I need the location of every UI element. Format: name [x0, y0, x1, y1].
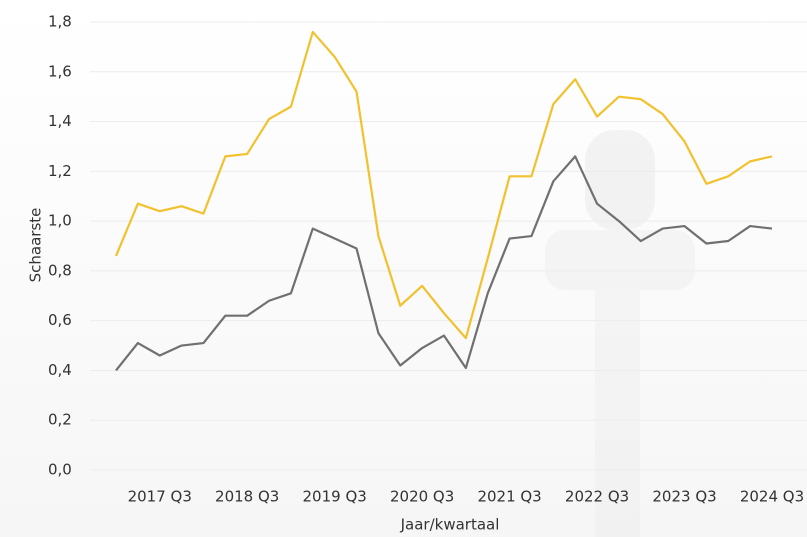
- x-tick-label: 2021 Q3: [477, 488, 541, 506]
- y-tick-label: 0,4: [48, 361, 72, 379]
- x-tick-label: 2024 Q3: [740, 488, 804, 506]
- y-tick-label: 0,8: [48, 261, 72, 279]
- x-tick-label: 2023 Q3: [652, 488, 716, 506]
- y-tick-label: 1,2: [48, 162, 72, 180]
- y-tick-label: 1,4: [48, 112, 72, 130]
- x-tick-label: 2020 Q3: [390, 488, 454, 506]
- x-tick-label: 2022 Q3: [565, 488, 629, 506]
- y-tick-label: 1,0: [48, 212, 72, 230]
- chart: Schaarste Jaar/kwartaal 0,0 0,2 0,4 0,6 0,8 1…: [0, 0, 807, 537]
- x-axis-label: Jaar/kwartaal: [400, 516, 500, 534]
- y-tick-label: 0,0: [48, 461, 72, 479]
- y-tick-label: 0,2: [48, 411, 72, 429]
- x-tick-label: 2019 Q3: [303, 488, 367, 506]
- y-axis-label: Schaarste: [27, 208, 45, 283]
- y-tick-label: 1,8: [48, 13, 72, 31]
- x-tick-label: 2018 Q3: [215, 488, 279, 506]
- y-tick-label: 1,6: [48, 62, 72, 80]
- y-tick-label: 0,6: [48, 311, 72, 329]
- x-tick-label: 2017 Q3: [128, 488, 192, 506]
